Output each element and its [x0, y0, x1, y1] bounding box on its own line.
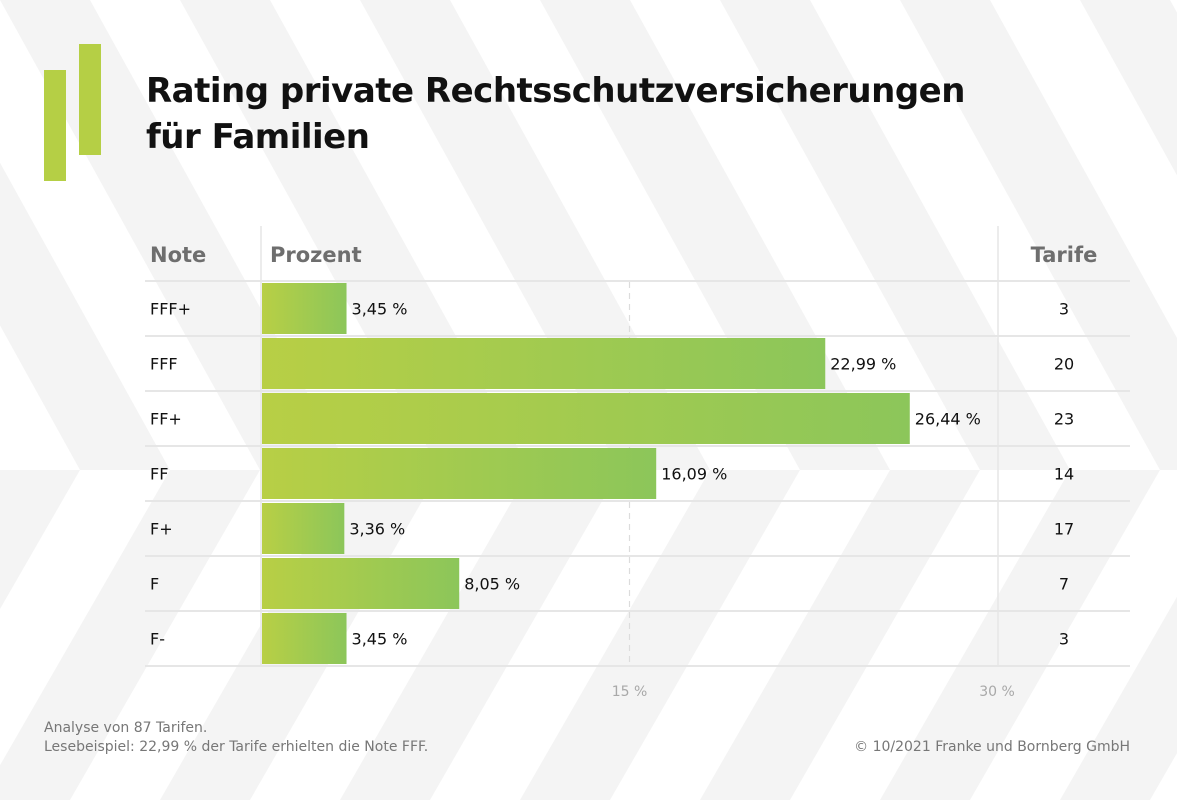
- value-label: 3,45 %: [352, 630, 408, 649]
- note-label: F-: [150, 630, 165, 649]
- value-label: 26,44 %: [915, 410, 981, 429]
- bg-stripe: [700, 470, 980, 800]
- footnote: Analyse von 87 Tarifen. Lesebeispiel: 22…: [44, 719, 428, 757]
- logo-bar-short: [44, 70, 66, 181]
- header-tarife: Tarife: [1031, 243, 1098, 267]
- bg-stripe: [880, 470, 1160, 800]
- table-row: F- 3,45 % 3: [150, 613, 1069, 664]
- note-label: F+: [150, 520, 173, 539]
- value-label: 3,36 %: [349, 520, 405, 539]
- table-row: FF 16,09 % 14: [150, 448, 1074, 499]
- bg-stripe: [1060, 596, 1177, 800]
- bar: [262, 338, 826, 389]
- bar: [262, 283, 347, 334]
- note-label: FF: [150, 465, 168, 484]
- bar: [262, 558, 460, 609]
- bg-stripe: [0, 470, 260, 800]
- bar: [262, 613, 347, 664]
- copyright: © 10/2021 Franke und Bornberg GmbH: [854, 738, 1130, 757]
- note-label: FFF+: [150, 300, 191, 319]
- table-row: F 8,05 % 7: [150, 558, 1069, 609]
- bg-stripe: [720, 0, 1070, 470]
- bg-stripe: [900, 0, 1177, 470]
- table-row: FFF 22,99 % 20: [150, 338, 1074, 389]
- value-label: 22,99 %: [830, 355, 896, 374]
- x-tick-label: 15 %: [612, 684, 648, 700]
- note-label: FFF: [150, 355, 178, 374]
- x-tick-label: 30 %: [979, 684, 1015, 700]
- count-label: 14: [1054, 465, 1074, 484]
- bg-stripe: [0, 470, 80, 609]
- logo-bar-tall: [79, 44, 101, 155]
- note-label: F: [150, 575, 159, 594]
- chart-title-line-1: Rating private Rechtsschutzversicherunge…: [146, 71, 965, 111]
- header-prozent: Prozent: [270, 243, 362, 267]
- bg-stripe: [520, 470, 800, 800]
- chart-title-line-2: für Familien: [146, 117, 370, 157]
- value-label: 8,05 %: [464, 575, 520, 594]
- count-label: 3: [1059, 300, 1069, 319]
- bg-stripe: [340, 470, 620, 800]
- footnote-reading-example: Lesebeispiel: 22,99 % der Tarife erhielt…: [44, 739, 429, 755]
- count-label: 20: [1054, 355, 1074, 374]
- value-label: 16,09 %: [661, 465, 727, 484]
- bg-stripe: [0, 162, 170, 470]
- bar: [262, 503, 345, 554]
- value-label: 3,45 %: [352, 300, 408, 319]
- table-row: F+ 3,36 % 17: [150, 503, 1074, 554]
- bar: [262, 393, 910, 444]
- count-label: 3: [1059, 630, 1069, 649]
- bg-stripe: [1080, 0, 1177, 176]
- bar: [262, 448, 657, 499]
- table-row: FFF+ 3,45 % 3: [150, 283, 1069, 334]
- count-label: 23: [1054, 410, 1074, 429]
- count-label: 17: [1054, 520, 1074, 539]
- count-label: 7: [1059, 575, 1069, 594]
- header-note: Note: [150, 243, 206, 267]
- footnote-sample-size: Analyse von 87 Tarifen.: [44, 720, 208, 736]
- table-row: FF+ 26,44 % 23: [150, 393, 1074, 444]
- copyright-text: © 10/2021 Franke und Bornberg GmbH: [854, 739, 1130, 755]
- note-label: FF+: [150, 410, 182, 429]
- chart-title: Rating private Rechtsschutzversicherunge…: [146, 68, 965, 160]
